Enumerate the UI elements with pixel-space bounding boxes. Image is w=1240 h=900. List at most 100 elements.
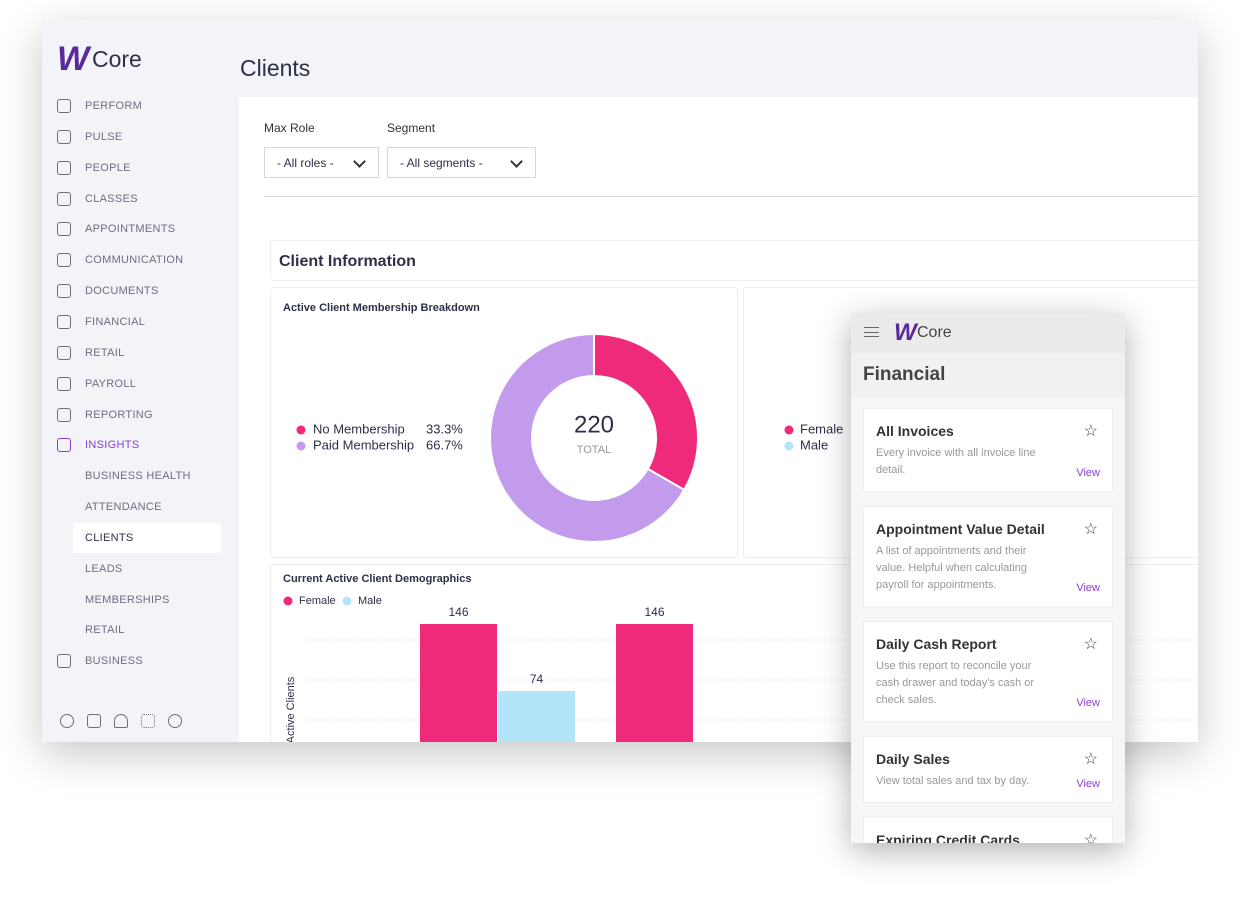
- nav-item[interactable]: CLASSES: [42, 184, 239, 214]
- nav-item[interactable]: PEOPLE: [42, 153, 239, 183]
- center-value: 220: [574, 411, 614, 438]
- nav-item[interactable]: PULSE: [42, 122, 239, 152]
- nav-label: PEOPLE: [85, 161, 131, 174]
- value-label: 33.3%: [426, 421, 463, 436]
- report-title: Appointment Value Detail: [876, 521, 1045, 537]
- nav-icon: [57, 253, 71, 268]
- report-title: All Invoices: [876, 423, 954, 439]
- logo-mark: W: [57, 40, 90, 78]
- axis-label: Active Clients: [285, 676, 297, 742]
- nav-label: REPORTING: [85, 408, 153, 421]
- bar: [498, 691, 575, 742]
- star-icon[interactable]: ☆: [1083, 521, 1098, 538]
- menu-icon[interactable]: [864, 327, 879, 337]
- mobile-title: Financial: [851, 353, 1125, 397]
- legend-label: Female: [800, 421, 843, 436]
- star-icon[interactable]: ☆: [1083, 751, 1098, 768]
- nav-item[interactable]: REPORTING: [42, 400, 239, 430]
- nav-label: PULSE: [85, 130, 123, 143]
- report-card[interactable]: Daily Sales View total sales and tax by d…: [863, 736, 1113, 803]
- legend-label: Paid Membership: [313, 437, 414, 452]
- nav-icon: [57, 160, 71, 175]
- report-list: All Invoices Every invoice with all invoi…: [851, 408, 1125, 843]
- nav-label: INSIGHTS: [85, 439, 140, 452]
- report-card[interactable]: Appointment Value Detail A list of appoin…: [863, 506, 1113, 607]
- donut-slice: [593, 332, 699, 492]
- report-title: Daily Cash Report: [876, 636, 997, 652]
- chart-title: Current Active Client Demographics: [283, 573, 471, 585]
- report-description: Use this report to reconcile your cash d…: [876, 660, 1035, 706]
- sub-nav-item[interactable]: MEMBERSHIPS: [85, 593, 170, 606]
- report-action[interactable]: View: [1076, 697, 1100, 709]
- nav-item[interactable]: PAYROLL: [42, 369, 239, 399]
- filter-select[interactable]: - All segments -: [387, 147, 536, 178]
- nav-icon: [57, 376, 71, 391]
- sub-nav-item[interactable]: ATTENDANCE: [85, 501, 162, 514]
- filter-select[interactable]: - All roles -: [264, 147, 379, 178]
- section-header: [270, 240, 1198, 281]
- mobile-header: [851, 313, 1125, 353]
- legend-dot: [296, 425, 306, 435]
- legend-label: Male: [800, 437, 828, 452]
- tool-icon[interactable]: [168, 714, 182, 728]
- nav-item[interactable]: FINANCIAL: [42, 307, 239, 337]
- menu-icon: [864, 331, 879, 333]
- report-action[interactable]: View: [1076, 582, 1100, 594]
- star-icon[interactable]: ☆: [1083, 832, 1098, 843]
- nav-item[interactable]: COMMUNICATION: [42, 245, 239, 275]
- sub-nav-item[interactable]: CLIENTS: [73, 522, 221, 553]
- page-title: Clients: [240, 55, 311, 81]
- bar-label: 74: [530, 672, 544, 686]
- star-icon[interactable]: ☆: [1083, 423, 1098, 440]
- sub-nav-item[interactable]: RETAIL: [85, 624, 125, 637]
- logo-mark: W: [894, 319, 917, 346]
- legend-dot: [342, 596, 352, 606]
- nav-icon: [57, 654, 71, 669]
- value-label: 66.7%: [426, 437, 463, 452]
- nav-label: CLASSES: [85, 192, 138, 205]
- bar: [616, 624, 693, 742]
- report-action[interactable]: View: [1076, 778, 1100, 790]
- filter-label: Segment: [387, 121, 436, 135]
- bar: [420, 624, 497, 742]
- mobile-window: W Core Financial All Invoices Every invoi…: [851, 313, 1125, 843]
- nav-item[interactable]: RETAIL: [42, 338, 239, 368]
- nav-label: FINANCIAL: [85, 315, 146, 328]
- filter-label: Max Role: [264, 121, 315, 135]
- nav-item[interactable]: DOCUMENTS: [42, 276, 239, 306]
- center-label: TOTAL: [577, 444, 611, 456]
- divider: [264, 196, 1198, 197]
- tool-icon[interactable]: [114, 714, 128, 728]
- nav-label: BUSINESS: [85, 655, 144, 668]
- sub-nav-item[interactable]: BUSINESS HEALTH: [85, 470, 191, 483]
- report-card[interactable]: Expiring Credit CardsA list of expiring …: [863, 817, 1113, 843]
- nav-icon: [57, 407, 71, 422]
- report-card[interactable]: All Invoices Every invoice with all invoi…: [863, 408, 1113, 492]
- nav-label: RETAIL: [85, 346, 125, 359]
- legend-dot: [784, 441, 794, 451]
- charts: Active Client Membership Breakdown No Mem…: [283, 302, 1198, 742]
- sub-nav-item[interactable]: LEADS: [85, 562, 123, 575]
- nav-label: APPOINTMENTS: [85, 223, 176, 236]
- tool-icon[interactable]: [60, 714, 74, 728]
- tool-icon[interactable]: [141, 714, 155, 728]
- tool-icon[interactable]: [87, 714, 101, 728]
- nav-item[interactable]: APPOINTMENTS: [42, 214, 239, 244]
- nav-item[interactable]: INSIGHTS: [42, 430, 239, 460]
- chart-title: Active Client Membership Breakdown: [283, 302, 480, 314]
- nav-item[interactable]: PERFORM: [42, 91, 239, 121]
- legend-label: Male: [358, 595, 382, 607]
- report-title: Expiring Credit Cards: [876, 832, 1020, 843]
- donut-slice: [489, 332, 686, 543]
- legend-label: No Membership: [313, 421, 405, 436]
- legend-label: Female: [299, 595, 336, 607]
- nav-icon: [57, 222, 71, 237]
- nav-icon: [57, 191, 71, 206]
- report-card[interactable]: Daily Cash Report Use this report to reco…: [863, 621, 1113, 722]
- report-title: Daily Sales: [876, 751, 950, 767]
- nav-icon: [57, 99, 71, 113]
- report-action[interactable]: View: [1076, 467, 1100, 479]
- star-icon[interactable]: ☆: [1083, 636, 1098, 653]
- nav-item[interactable]: BUSINESS: [42, 646, 239, 676]
- nav-label: PAYROLL: [85, 377, 137, 390]
